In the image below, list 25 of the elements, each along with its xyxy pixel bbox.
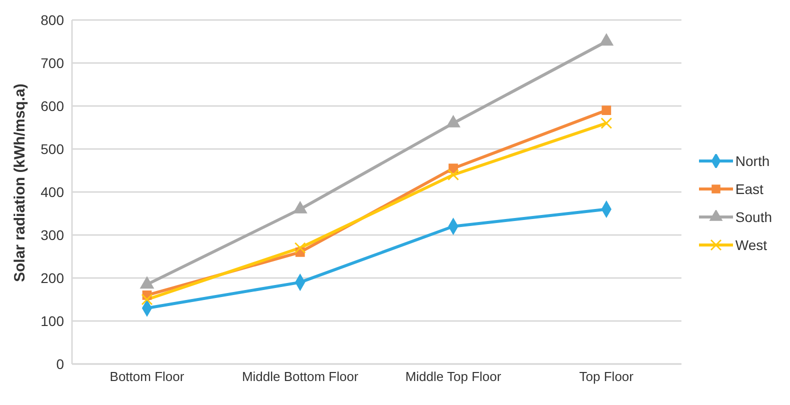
point: [141, 294, 153, 306]
y-tick-label: 600: [40, 98, 64, 114]
point: [600, 117, 612, 129]
point: [294, 242, 306, 254]
y-tick-label: 800: [40, 12, 64, 28]
point: [602, 106, 612, 115]
x-tick-label: Bottom Floor: [110, 369, 185, 384]
legend-label: North: [735, 153, 770, 169]
y-tick-label: 300: [40, 226, 64, 243]
legend-label: West: [735, 237, 768, 253]
y-tick-label: 400: [40, 184, 64, 200]
point: [448, 169, 460, 181]
y-axis-title: Solar radiation (kWh/msq.a): [11, 84, 28, 282]
x-tick-label: Middle Top Floor: [405, 369, 502, 384]
x-tick-label: Top Floor: [579, 369, 634, 384]
x-tick-label: Middle Bottom Floor: [242, 369, 359, 384]
y-tick-label: 200: [40, 270, 64, 286]
legend-label: East: [735, 181, 764, 197]
point: [446, 115, 460, 128]
y-tick-label: 500: [40, 140, 64, 157]
point: [600, 34, 614, 46]
legend-label: South: [735, 209, 772, 225]
y-tick-label: 700: [40, 54, 64, 71]
y-tick-label: 100: [40, 312, 64, 329]
y-tick-label: 0: [56, 356, 64, 372]
